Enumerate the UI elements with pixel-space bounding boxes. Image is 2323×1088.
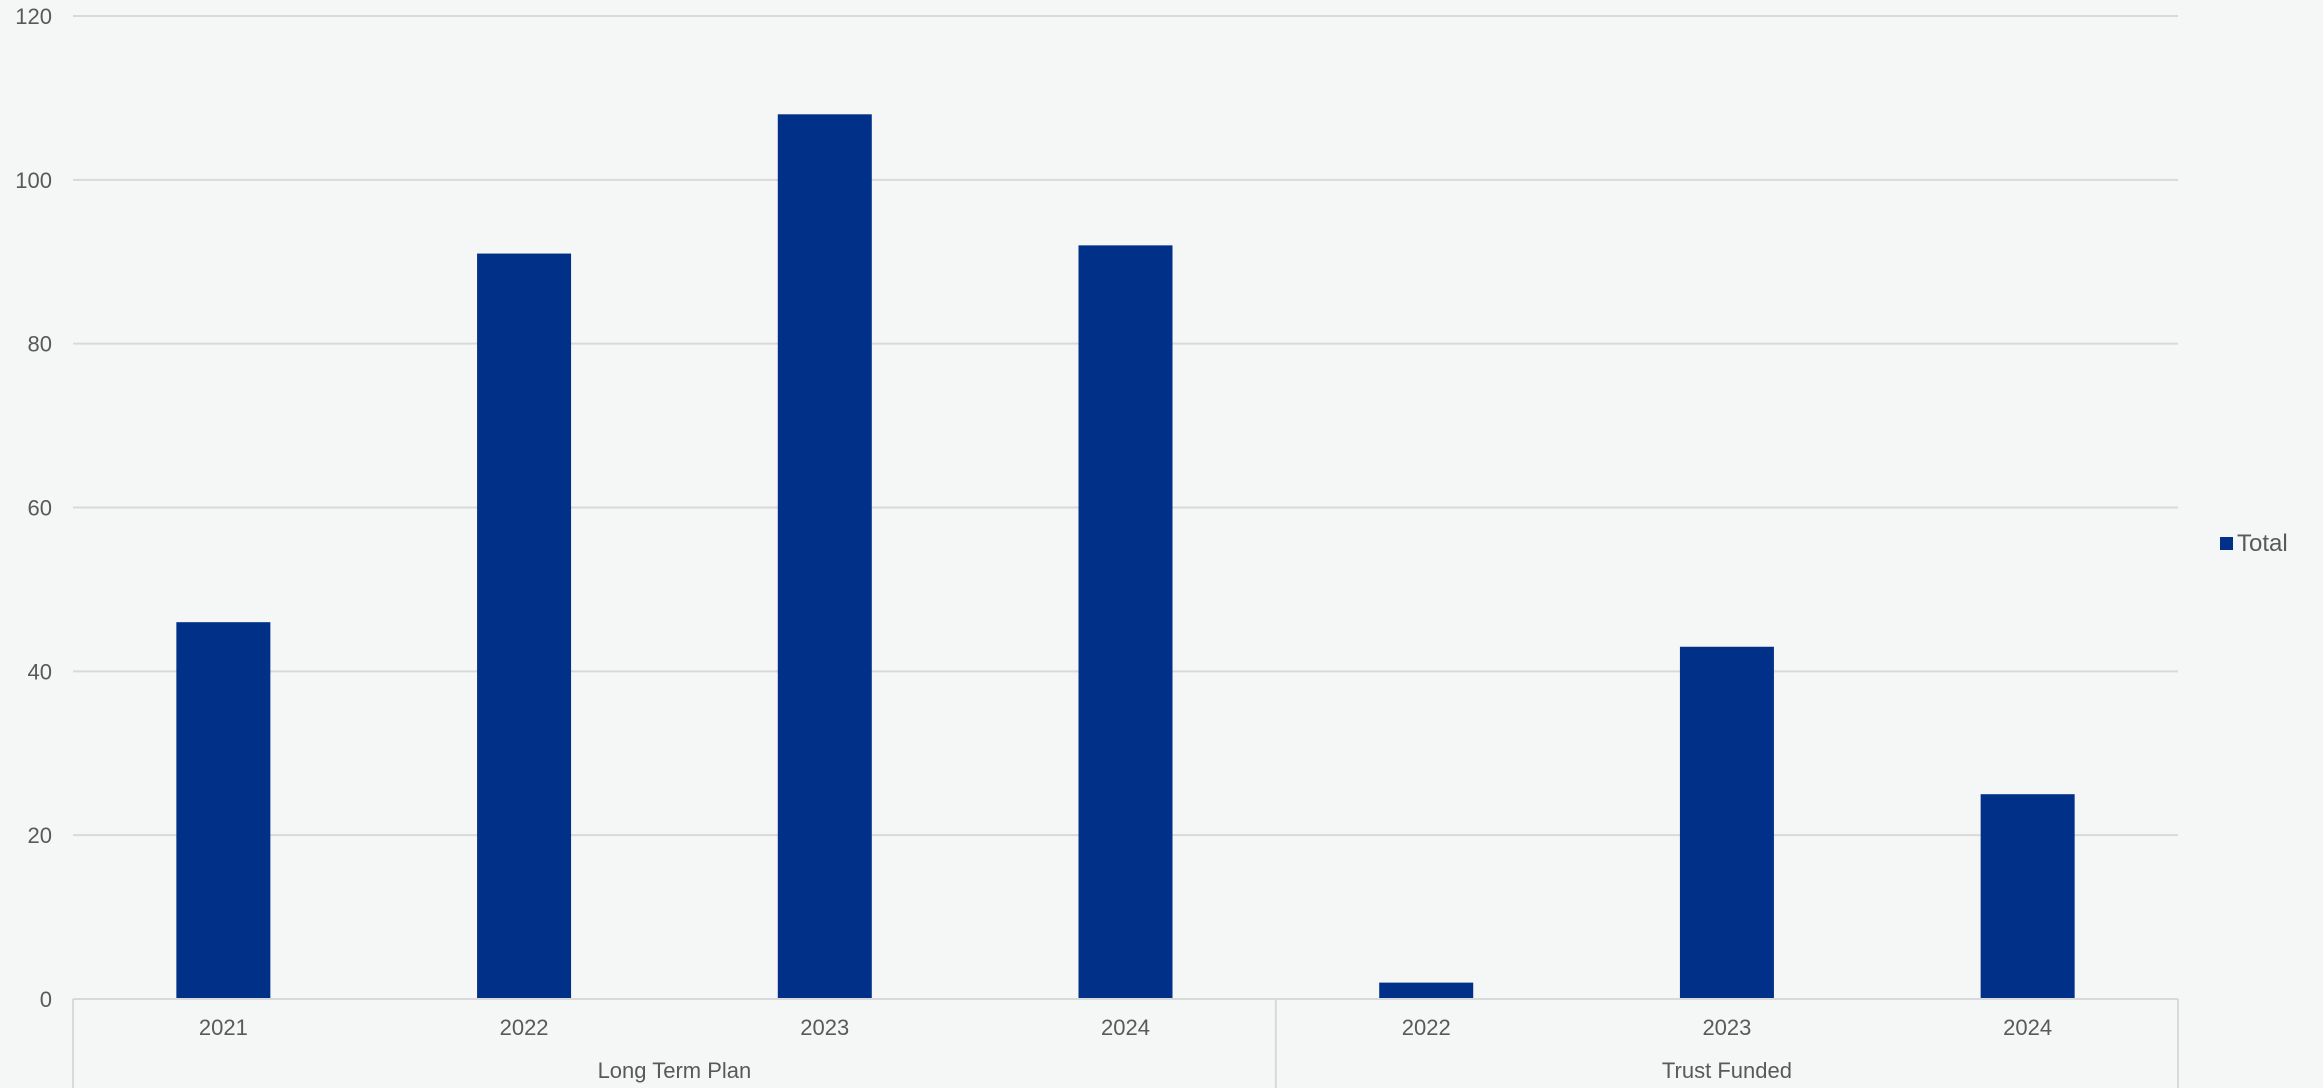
bar-long-term-plan-2021 (176, 622, 271, 999)
x-tick-label: 2024 (2003, 1015, 2052, 1040)
legend: Total (2220, 530, 2288, 557)
y-tick-label: 0 (40, 987, 52, 1012)
y-tick-label: 20 (28, 823, 52, 848)
bar-long-term-plan-2022 (477, 253, 572, 999)
bars (176, 114, 2075, 1000)
y-tick-label: 40 (28, 659, 52, 684)
x-tick-label: 2023 (800, 1015, 849, 1040)
x-tick-label: 2022 (500, 1015, 549, 1040)
bar-long-term-plan-2023 (777, 114, 872, 1000)
legend-swatch-total (2220, 537, 2233, 550)
y-tick-label: 60 (28, 496, 52, 521)
legend-label-total: Total (2237, 530, 2288, 557)
x-axis: 2021 2022 2023 2024 2022 2023 2024 Long Term Pl… (72, 998, 2179, 1088)
bar-trust-funded-2023 (1679, 646, 1774, 999)
x-tick-label: 2024 (1101, 1015, 1150, 1040)
x-tick-label: 2021 (199, 1015, 248, 1040)
x-tick-label: 2023 (1702, 1015, 1751, 1040)
bar-trust-funded-2022 (1379, 982, 1474, 999)
y-tick-label: 120 (15, 4, 52, 29)
x-group-label: Long Term Plan (598, 1058, 752, 1083)
y-tick-label: 80 (28, 332, 52, 357)
y-axis-tick-labels: 0 20 40 60 80 100 120 (15, 4, 52, 1012)
x-tick-label: 2022 (1402, 1015, 1451, 1040)
bar-trust-funded-2024 (1980, 794, 2075, 999)
bar-long-term-plan-2024 (1078, 245, 1173, 999)
x-group-label: Trust Funded (1662, 1058, 1792, 1083)
y-tick-label: 100 (15, 168, 52, 193)
